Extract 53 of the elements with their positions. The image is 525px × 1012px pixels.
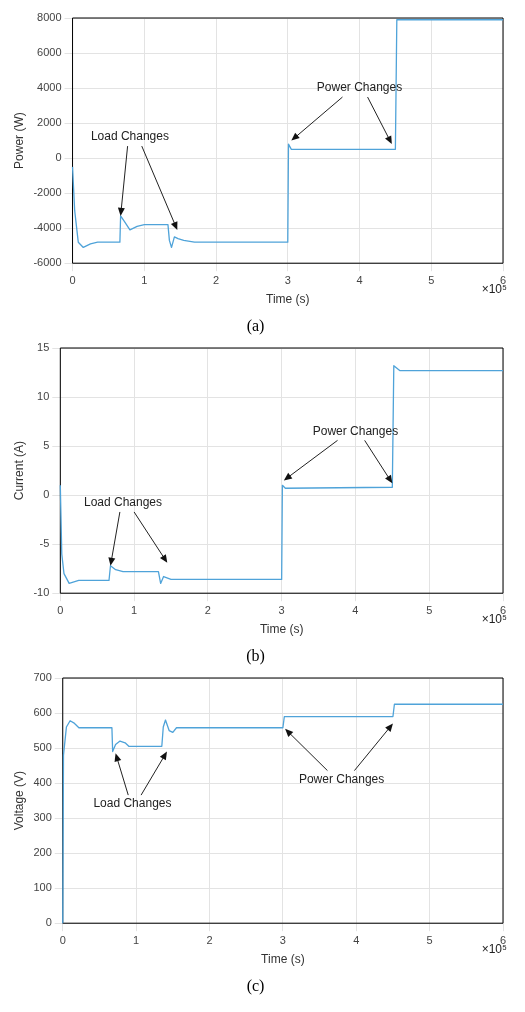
x-tick-label: 0 xyxy=(69,273,76,286)
x-axis-title: Time (s) xyxy=(265,291,310,306)
x-tick-label: 5 xyxy=(426,603,433,616)
text: (c) xyxy=(246,976,265,995)
x-tick-label: 3 xyxy=(279,933,286,946)
y-axis-title: Power (W) xyxy=(11,112,26,169)
annotation: Load Changes xyxy=(90,129,169,144)
y-tick-label: 200 xyxy=(33,846,52,859)
y-axis-title: Current (A) xyxy=(11,440,26,501)
y-tick-label: 400 xyxy=(33,776,52,789)
x-tick-label: 5 xyxy=(426,933,433,946)
y-tick-label: -4000 xyxy=(33,221,62,234)
annotation: Power Changes xyxy=(298,771,385,786)
x-tick-label: 3 xyxy=(278,603,285,616)
y-tick-label: -5 xyxy=(39,537,50,550)
x-tick-label: 3 xyxy=(284,273,291,286)
x-tick-label: 4 xyxy=(352,603,359,616)
x-axis-title: Time (s) xyxy=(259,621,304,636)
x-tick-label: 1 xyxy=(141,273,148,286)
x-tick-label: 4 xyxy=(356,273,363,286)
annotation: Load Changes xyxy=(93,796,172,811)
x-tick-label: 1 xyxy=(133,933,140,946)
x-tick-label: 2 xyxy=(206,933,213,946)
text: (a) xyxy=(246,316,265,335)
y-tick-label: 500 xyxy=(33,741,52,754)
x-axis-title: Time (s) xyxy=(261,951,305,966)
y-tick-label: 0 xyxy=(55,151,62,164)
y-tick-label: 0 xyxy=(43,488,50,501)
x-tick-label: 5 xyxy=(428,273,435,286)
y-tick-label: 2000 xyxy=(37,116,62,129)
x-tick-label: 1 xyxy=(131,603,138,616)
text: (b) xyxy=(246,646,265,665)
y-tick-label: 4000 xyxy=(37,81,62,94)
x-tick-label: 4 xyxy=(353,933,360,946)
y-tick-label: 8000 xyxy=(37,11,62,24)
y-tick-label: -10 xyxy=(33,586,50,599)
x-tick-label: 2 xyxy=(204,603,211,616)
y-tick-label: 700 xyxy=(33,671,52,684)
annotation: Power Changes xyxy=(316,80,403,95)
y-tick-label: 5 xyxy=(43,439,50,452)
y-tick-label: 0 xyxy=(45,916,52,929)
y-tick-label: 10 xyxy=(37,390,50,403)
y-axis-title: Voltage (V) xyxy=(11,770,26,831)
y-tick-label: 100 xyxy=(33,881,52,894)
x-tick-label: 2 xyxy=(212,273,220,286)
annotation: Load Changes xyxy=(83,495,163,510)
y-tick-label: -2000 xyxy=(33,186,62,199)
y-tick-label: -6000 xyxy=(33,256,62,269)
y-tick-label: 600 xyxy=(33,706,52,719)
y-tick-label: 300 xyxy=(33,811,52,824)
y-tick-label: 6000 xyxy=(37,46,62,59)
annotation: Power Changes xyxy=(312,423,399,438)
y-tick-label: 15 xyxy=(37,341,50,354)
